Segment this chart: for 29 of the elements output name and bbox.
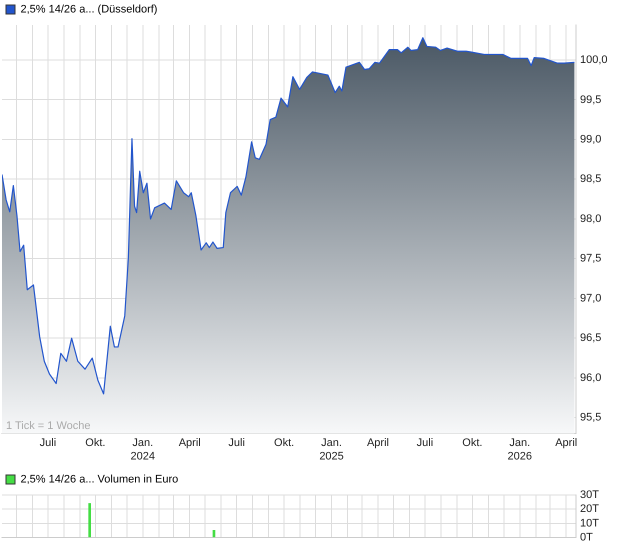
y-tick-label: 10T	[580, 517, 600, 530]
legend-label: 2,5% 14/26 a... Volumen in Euro	[20, 474, 178, 486]
legend-label: 2,5% 14/26 a... (Düsseldorf)	[20, 4, 158, 16]
y-tick-label: 20T	[580, 503, 600, 516]
x-tick-label: Okt.	[462, 437, 482, 450]
y-tick-label: 98,0	[580, 212, 602, 225]
y-tick-label: 100,0	[580, 54, 608, 66]
x-tick-label: Juli	[416, 437, 434, 450]
x-tick-label: Juli	[40, 437, 56, 450]
x-tick-label: Jan. 2024	[130, 437, 156, 462]
y-tick-label: 30T	[580, 489, 600, 502]
y-tick-label: 96,0	[580, 372, 602, 384]
x-tick-label: April	[178, 437, 201, 450]
x-tick-label: Jan. 2026	[508, 437, 532, 462]
x-tick-label: Okt.	[85, 437, 106, 450]
x-tick-label: April	[366, 437, 389, 450]
x-tick-label: Juli	[228, 437, 245, 450]
y-tick-label: 0T	[580, 531, 594, 544]
x-tick-label: Okt.	[274, 437, 294, 450]
y-tick-label: 97,5	[580, 252, 602, 265]
annotation: 1 Tick = 1 Woche	[6, 420, 90, 432]
x-tick-label: Jan. 2025	[319, 437, 344, 462]
y-tick-label: 95,5	[580, 412, 602, 424]
y-tick-label: 96,5	[580, 332, 602, 344]
y-tick-label: 99,0	[580, 134, 602, 146]
y-tick-label: 98,5	[580, 173, 602, 186]
y-tick-label: 99,5	[580, 94, 602, 106]
x-tick-label: April	[555, 437, 578, 450]
y-tick-label: 97,0	[580, 292, 602, 304]
